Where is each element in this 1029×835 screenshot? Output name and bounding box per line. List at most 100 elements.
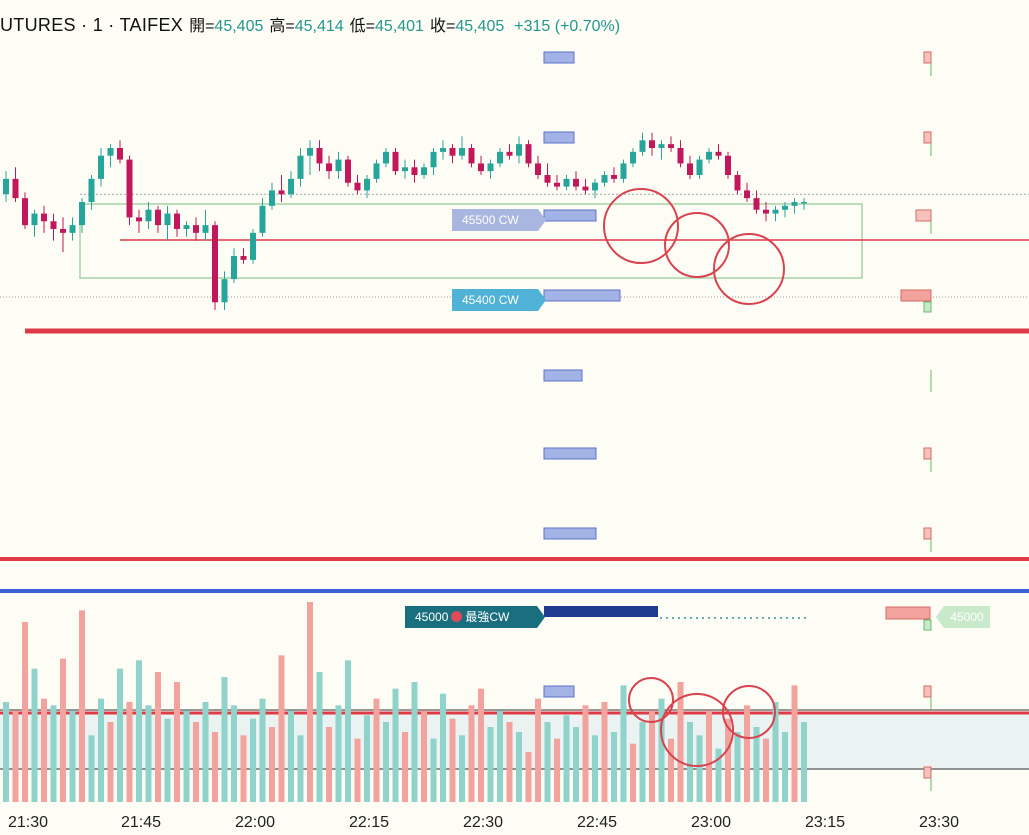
candle-body <box>12 178 19 199</box>
volume-bar <box>497 710 503 802</box>
highlight-circle <box>660 693 734 767</box>
candle-body <box>478 163 484 172</box>
volume-bar <box>592 735 598 802</box>
volume-bar <box>259 698 266 802</box>
right-put-marker <box>923 685 932 698</box>
candle-body <box>107 148 114 156</box>
volume-bar <box>383 722 389 802</box>
candle-body <box>459 148 465 156</box>
x-tick: 21:45 <box>120 814 162 831</box>
volume-bar <box>69 710 76 802</box>
volume-bar <box>174 682 180 802</box>
right-put-marker <box>923 51 932 64</box>
candle-body <box>658 144 665 148</box>
candle-body <box>506 151 513 156</box>
candle-body <box>402 167 408 172</box>
candle-body <box>259 205 266 233</box>
x-tick: 23:30 <box>918 814 960 831</box>
volume-band <box>0 713 1029 770</box>
candle-body <box>364 178 370 191</box>
candle-body <box>592 182 598 191</box>
candle-body <box>221 279 228 303</box>
volume-bar <box>22 622 28 802</box>
right-current-marker-green <box>923 301 932 313</box>
highlight-circle <box>713 233 785 305</box>
candle-body <box>183 225 190 229</box>
cw-45400-tag[interactable]: 45400 CW <box>452 289 546 311</box>
volume-bar <box>288 710 294 802</box>
candle-body <box>278 190 285 195</box>
volume-bar <box>668 738 674 802</box>
candle-body <box>373 163 380 179</box>
volume-bar <box>782 732 788 802</box>
candle-body <box>31 213 38 226</box>
right-current-marker <box>900 289 932 302</box>
x-tick: 22:45 <box>576 814 618 831</box>
candle-body <box>487 163 494 172</box>
high-label: 高= <box>269 18 295 35</box>
candle-body <box>307 148 313 156</box>
candle-body <box>60 229 66 233</box>
volume-bar <box>145 705 152 802</box>
candle-body <box>449 148 456 156</box>
candle-body <box>715 151 722 156</box>
cw-45000-text: 最強CW <box>465 610 510 624</box>
candle-body <box>725 155 731 175</box>
volume-bar <box>715 748 722 802</box>
x-tick: 23:15 <box>804 814 846 831</box>
chart-header: UTURES · 1 · TAIFEX 開= 45,405 高= 45,414 低=… <box>0 12 620 35</box>
candle-body <box>136 217 142 222</box>
x-tick: 23:00 <box>690 814 732 831</box>
candle-body <box>801 202 807 204</box>
volume-bar <box>402 732 408 802</box>
candle-body <box>582 186 589 191</box>
volume-bar <box>620 685 627 802</box>
volume-bar <box>88 735 95 802</box>
volume-bar <box>696 735 703 802</box>
cw-45500-tag[interactable]: 45500 CW <box>452 209 546 231</box>
symbol-label[interactable]: UTURES · 1 · TAIFEX <box>0 15 184 35</box>
volume-bar <box>240 735 247 802</box>
candle-body <box>772 209 779 214</box>
cw-wall-bar <box>543 51 575 64</box>
candle-body <box>326 163 332 172</box>
right-put-marker <box>915 209 932 222</box>
volume-bar <box>136 660 142 802</box>
volume-bar <box>516 732 522 802</box>
cw-45000-tag[interactable]: 45000 最強CW <box>405 606 545 628</box>
right-strongest-marker-green <box>923 619 932 631</box>
volume-bar <box>335 705 342 802</box>
candle-body <box>354 182 361 191</box>
volume-bar <box>392 688 399 802</box>
volume-bar <box>639 722 646 802</box>
candle-body <box>411 167 418 175</box>
volume-bar <box>373 698 380 802</box>
candle-body <box>468 148 475 164</box>
volume-bar <box>50 705 57 802</box>
volume-bar <box>193 722 199 802</box>
candle-body <box>117 148 123 160</box>
highlight-circle <box>628 677 674 723</box>
candle-body <box>791 202 798 206</box>
cw-wall-bar <box>543 527 597 540</box>
candle-body <box>516 144 522 156</box>
volume-bar <box>525 752 532 802</box>
cw-wall-bar <box>543 447 597 460</box>
volume-bar <box>677 682 684 802</box>
cw-45500-text: 45500 CW <box>462 213 519 227</box>
volume-bar <box>573 727 579 802</box>
volume-bar <box>687 722 693 802</box>
volume-bar <box>411 682 418 802</box>
volume-bar <box>725 718 731 802</box>
volume-bar <box>611 732 617 802</box>
candle-body <box>41 213 47 222</box>
open-label: 開= <box>189 18 215 35</box>
candle-body <box>430 151 437 168</box>
volume-bar <box>250 718 256 802</box>
volume-bar <box>79 610 85 802</box>
volume-bar <box>801 722 807 802</box>
right-45000-tag[interactable]: 45000 <box>936 606 990 628</box>
volume-bar <box>297 735 304 802</box>
candle-body <box>630 151 636 164</box>
